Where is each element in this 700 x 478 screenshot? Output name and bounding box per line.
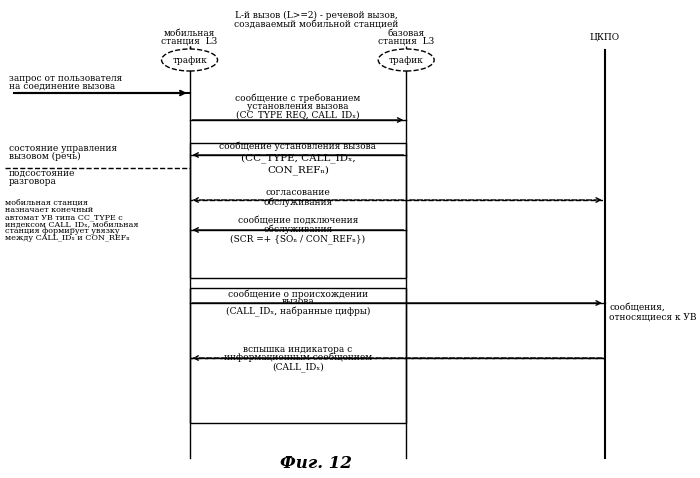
Text: обслуживания: обслуживания — [263, 224, 332, 234]
Text: состояние управления: состояние управления — [9, 143, 117, 152]
Text: станция  L3: станция L3 — [378, 36, 434, 45]
Ellipse shape — [162, 49, 218, 71]
Text: сообщение подключения: сообщение подключения — [238, 217, 358, 226]
Text: (CALL_IDₓ): (CALL_IDₓ) — [272, 362, 324, 372]
Text: подсостояние: подсостояние — [9, 169, 76, 177]
Text: сообщение с требованием: сообщение с требованием — [235, 93, 360, 103]
Text: относящиеся к УВ: относящиеся к УВ — [609, 313, 696, 322]
Text: вызова: вызова — [281, 297, 314, 306]
Text: разговора: разговора — [9, 176, 57, 185]
Text: вспышка индикатора с: вспышка индикатора с — [244, 345, 353, 354]
Text: трафик: трафик — [172, 55, 207, 65]
Text: CON_REFₙ): CON_REFₙ) — [267, 165, 329, 175]
Text: индексом CALL_IDₓ, мобильная: индексом CALL_IDₓ, мобильная — [4, 220, 138, 228]
Text: назначает конечный: назначает конечный — [4, 206, 93, 214]
Text: запрос от пользователя: запрос от пользователя — [9, 74, 122, 83]
Text: ЦКПО: ЦКПО — [589, 33, 620, 42]
Text: установления вызова: установления вызова — [247, 101, 349, 110]
Text: сообщение о происхождении: сообщение о происхождении — [228, 289, 368, 299]
Text: согласование: согласование — [265, 187, 330, 196]
Text: мобильная станция: мобильная станция — [4, 199, 88, 207]
Text: на соединение вызова: на соединение вызова — [9, 82, 115, 90]
Text: сообщения,: сообщения, — [609, 304, 665, 313]
Text: (SCR =+ {SOₙ / CON_REFₙ}): (SCR =+ {SOₙ / CON_REFₙ}) — [230, 234, 365, 244]
Text: (CC_TYPE, CALL_IDₓ,: (CC_TYPE, CALL_IDₓ, — [241, 153, 355, 163]
Text: базовая: базовая — [388, 29, 425, 37]
Text: между CALL_IDₓ и CON_REFₙ: между CALL_IDₓ и CON_REFₙ — [4, 234, 130, 242]
Text: сообщение установления вызова: сообщение установления вызова — [219, 141, 377, 151]
Bar — [190, 143, 406, 278]
Bar — [190, 288, 406, 423]
Text: мобильная: мобильная — [164, 29, 216, 37]
Text: автомат УВ типа CC_TYPE с: автомат УВ типа CC_TYPE с — [4, 213, 122, 221]
Text: вызовом (речь): вызовом (речь) — [9, 152, 80, 161]
Text: информационным сообщением: информационным сообщением — [224, 352, 372, 362]
Text: (CALL_IDₓ, набранные цифры): (CALL_IDₓ, набранные цифры) — [225, 307, 370, 317]
Text: станция формирует увязку: станция формирует увязку — [4, 227, 119, 235]
Text: (CC_TYPE REQ, CALL_IDₓ): (CC_TYPE REQ, CALL_IDₓ) — [236, 110, 360, 120]
Text: Фиг. 12: Фиг. 12 — [280, 455, 352, 471]
Text: трафик: трафик — [389, 55, 424, 65]
Text: обслуживания: обслуживания — [263, 197, 332, 207]
Text: создаваемый мобильной станцией: создаваемый мобильной станцией — [234, 21, 398, 30]
Ellipse shape — [378, 49, 434, 71]
Text: станция  L3: станция L3 — [162, 36, 218, 45]
Text: L-й вызов (L>=2) - речевой вызов,: L-й вызов (L>=2) - речевой вызов, — [234, 11, 398, 20]
